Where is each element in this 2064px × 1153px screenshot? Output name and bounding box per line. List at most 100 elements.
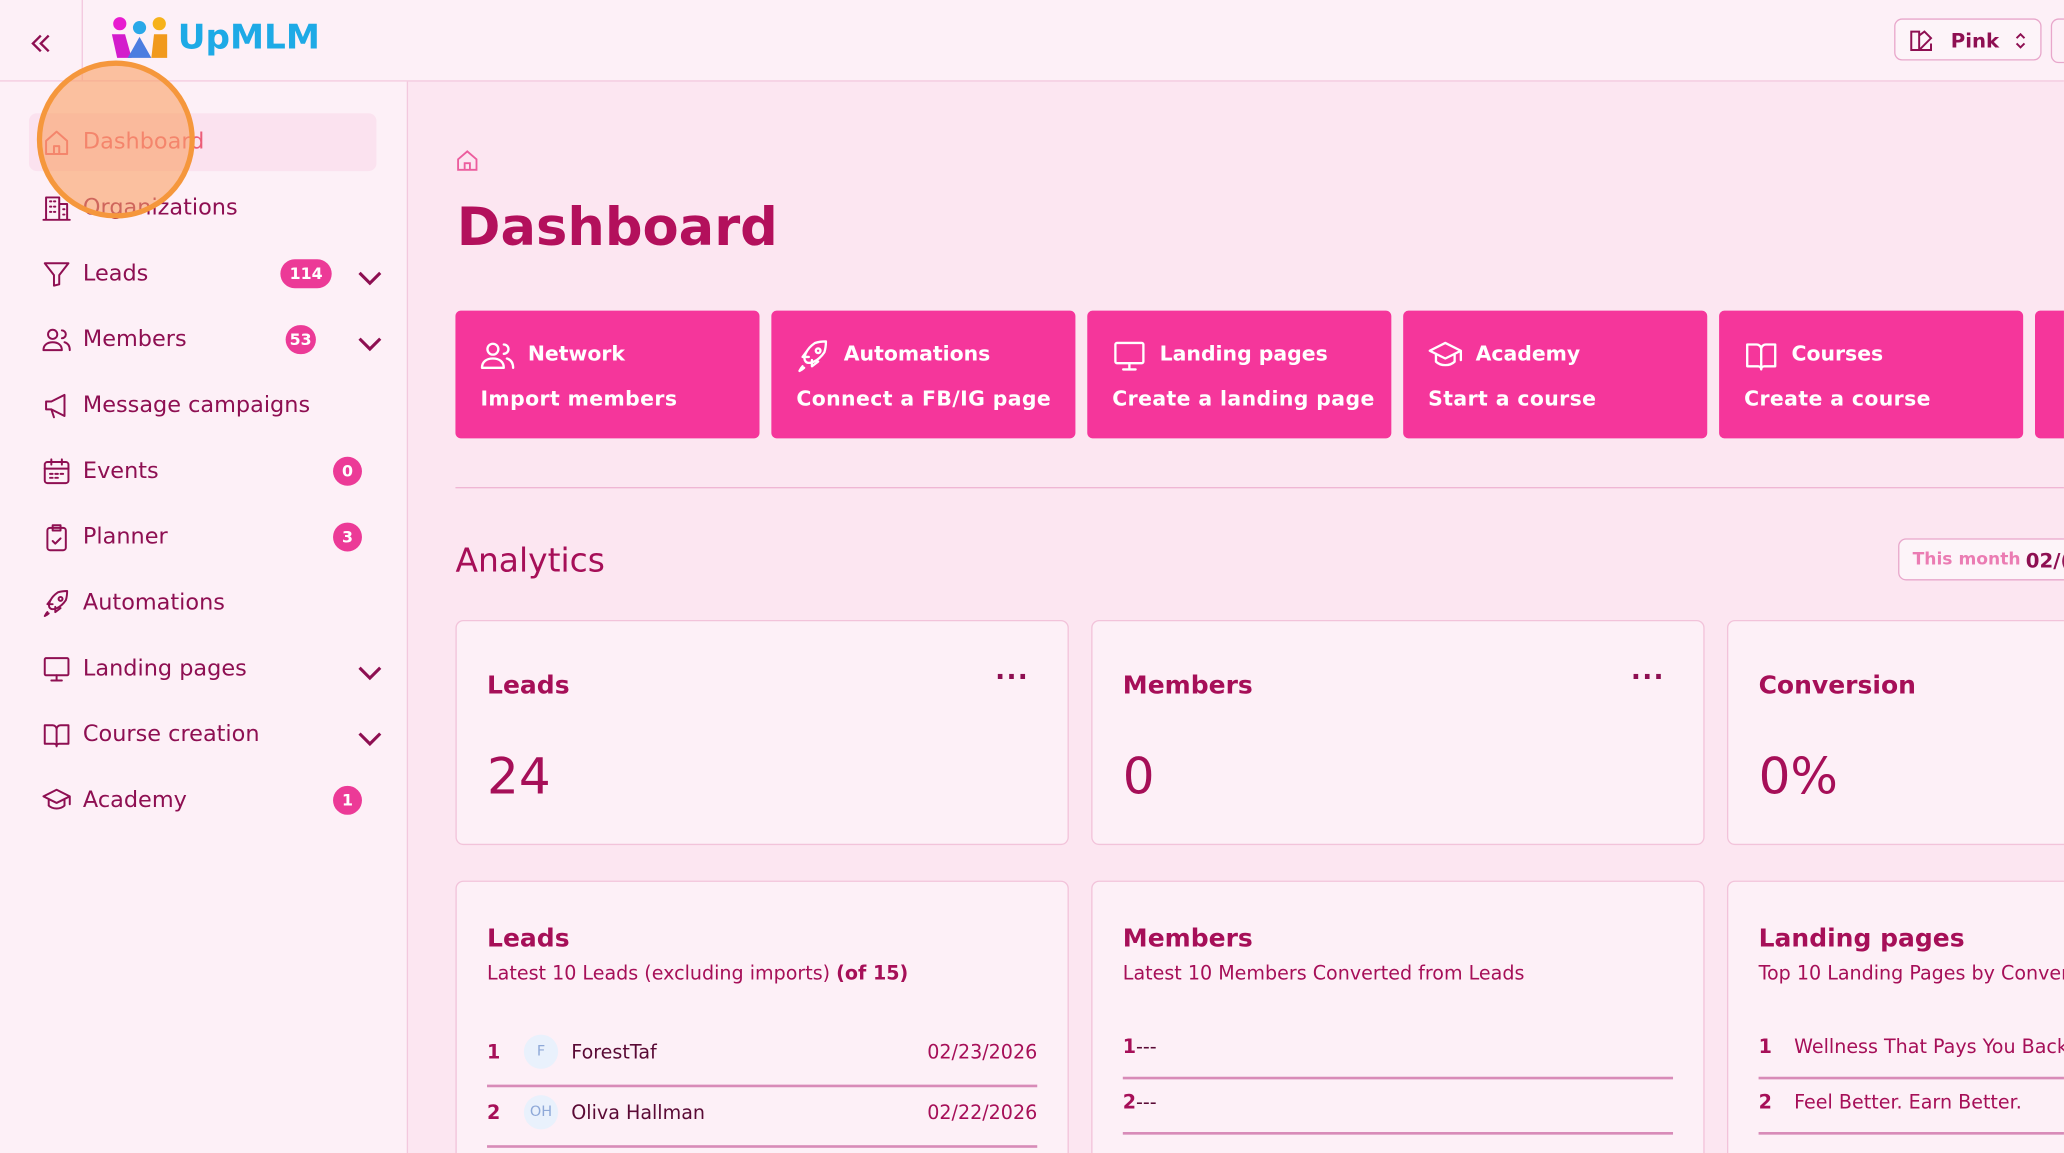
list-row[interactable]: 1 ---: [1122, 1024, 1674, 1080]
stat-value: 24: [487, 747, 551, 806]
chevron-down-icon[interactable]: [355, 265, 384, 294]
list-row[interactable]: 1 F ForestTaf 02/23/2026: [487, 1027, 1038, 1088]
top-bar: UpMLM Pink: [0, 0, 2064, 82]
count-badge: 1: [333, 785, 362, 815]
sidebar-item-message-campaigns[interactable]: Message campaigns: [29, 376, 377, 434]
users-icon: [42, 328, 71, 352]
sidebar: [0, 81, 409, 1153]
building-icon: [42, 196, 71, 221]
quick-action-title: Automations: [843, 342, 991, 366]
count-badge: 3: [333, 522, 362, 552]
quick-action-card-more[interactable]: [2034, 310, 2064, 439]
sidebar-item-leads[interactable]: Leads 114: [29, 245, 382, 303]
monitor-icon: [1114, 341, 1145, 371]
analytics-title: Analytics: [455, 540, 605, 580]
list-row[interactable]: 2 ---: [1122, 1079, 1674, 1135]
theme-select[interactable]: Pink: [1894, 18, 2042, 61]
rocket-icon: [43, 590, 69, 618]
row-rank: 1: [1758, 1037, 1772, 1059]
quick-action-subtitle: Import members: [480, 386, 678, 411]
list-subtitle: Latest 10 Leads (excluding imports) (of …: [487, 963, 909, 985]
quick-action-landing-pages[interactable]: Landing pages Create a landing page: [1087, 310, 1392, 439]
clipboard-icon: [46, 524, 67, 552]
date-range-label: This month: [1912, 550, 2021, 570]
list-card-landing: Landing pages Top 10 Landing Pages by Con…: [1726, 880, 2064, 1153]
count-badge: 114: [280, 259, 332, 289]
logo-text: UpMLM: [177, 18, 320, 58]
sidebar-item-label: Events: [82, 458, 159, 485]
stat-value: 0: [1122, 747, 1155, 806]
avatar: F: [523, 1034, 559, 1069]
rocket-icon: [798, 340, 828, 373]
graduation-cap-icon: [42, 788, 71, 810]
row-rank: 2: [1758, 1092, 1772, 1114]
count-badge: 0: [333, 456, 362, 486]
sidebar-item-label: Automations: [82, 589, 225, 617]
more-options-icon[interactable]: ···: [995, 660, 1030, 693]
quick-action-courses[interactable]: Courses Create a course: [1719, 310, 2024, 439]
quick-action-title: Academy: [1475, 342, 1581, 366]
chevron-updown-icon: [2015, 32, 2026, 49]
book-icon: [1746, 343, 1777, 371]
sidebar-item-automations[interactable]: Automations: [29, 574, 377, 632]
stat-title: Leads: [487, 671, 570, 701]
logo-icon: [111, 17, 168, 58]
list-row[interactable]: 1 Wellness That Pays You Back: [1758, 1024, 2064, 1080]
list-title: Leads: [487, 924, 570, 954]
quick-action-subtitle: Create a landing page: [1112, 386, 1375, 411]
row-date: 02/22/2026: [927, 1103, 1038, 1125]
sidebar-item-landing-pages[interactable]: Landing pages: [29, 640, 382, 698]
list-title: Landing pages: [1758, 924, 1965, 954]
book-icon: [43, 724, 70, 748]
sidebar-item-members[interactable]: Members 53: [29, 311, 382, 369]
stat-card-members: Members 0 ···: [1091, 619, 1705, 846]
sidebar-item-label: Message campaigns: [82, 392, 311, 419]
graduation-cap-icon: [1428, 341, 1463, 367]
sidebar-item-planner[interactable]: Planner 3: [29, 508, 377, 566]
monitor-icon: [43, 657, 70, 682]
chevron-down-icon[interactable]: [355, 330, 384, 359]
list-title: Members: [1122, 924, 1253, 954]
quick-action-network[interactable]: Network Import members: [455, 310, 760, 439]
row-rank: 1: [1122, 1037, 1137, 1059]
list-card-members: Members Latest 10 Members Converted from …: [1091, 880, 1705, 1153]
avatar: OH: [523, 1095, 559, 1130]
quick-action-subtitle: Connect a FB/IG page: [796, 386, 1052, 411]
quick-action-academy[interactable]: Academy Start a course: [1403, 310, 1708, 439]
chevron-down-icon[interactable]: [355, 725, 384, 754]
more-options-icon[interactable]: ···: [1630, 660, 1665, 693]
megaphone-icon: [45, 393, 66, 419]
theme-value: Pink: [1950, 28, 2000, 53]
row-name: Feel Better. Earn Better.: [1794, 1092, 2022, 1114]
sidebar-item-academy[interactable]: Academy 1: [29, 771, 377, 829]
sidebar-item-label: Academy: [82, 787, 187, 814]
quick-action-automations[interactable]: Automations Connect a FB/IG page: [771, 310, 1076, 439]
list-subtitle: Top 10 Landing Pages by Convers: [1758, 963, 2064, 985]
list-row[interactable]: 2 OH Oliva Hallman 02/22/2026: [487, 1087, 1038, 1148]
quick-action-title: Landing pages: [1159, 342, 1328, 366]
stat-card-leads: Leads 24 ···: [455, 619, 1069, 846]
users-icon: [480, 342, 515, 370]
row-rank: 2: [1122, 1092, 1137, 1114]
sidebar-item-label: Course creation: [82, 721, 260, 748]
row-name: Oliva Hallman: [571, 1103, 706, 1125]
row-name: ---: [1135, 1092, 1157, 1114]
quick-action-title: Network: [527, 342, 626, 366]
breadcrumb-home-icon[interactable]: [455, 149, 479, 173]
sidebar-item-events[interactable]: Events 0: [29, 442, 377, 500]
page-title: Dashboard: [456, 197, 778, 258]
date-range-picker[interactable]: This month 02/(: [1898, 538, 2064, 581]
collapse-sidebar-icon[interactable]: [29, 32, 53, 56]
count-badge: 53: [285, 325, 316, 355]
sidebar-item-course-creation[interactable]: Course creation: [29, 706, 382, 764]
row-rank: 2: [487, 1103, 501, 1125]
chevron-down-icon[interactable]: [355, 659, 384, 688]
cursor-highlight: [36, 60, 195, 219]
sidebar-item-label: Landing pages: [82, 655, 247, 682]
row-name: Wellness That Pays You Back: [1794, 1037, 2064, 1059]
row-date: 02/23/2026: [927, 1042, 1038, 1064]
sidebar-item-label: Members: [82, 326, 187, 353]
row-name: ---: [1135, 1037, 1157, 1059]
list-row[interactable]: 2 Feel Better. Earn Better.: [1758, 1079, 2064, 1135]
stat-card-conversion: Conversion 0%: [1726, 619, 2064, 846]
